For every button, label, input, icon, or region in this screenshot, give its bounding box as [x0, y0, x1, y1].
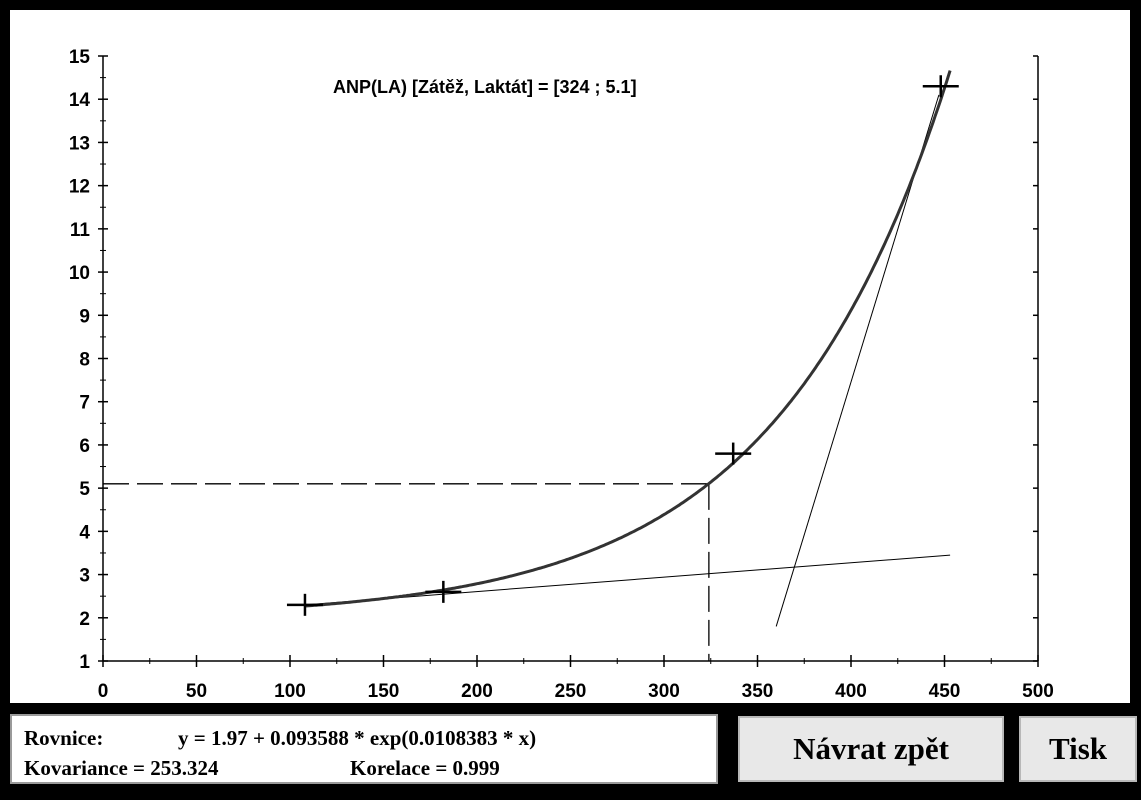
y-tick-label: 3 [79, 566, 90, 587]
x-tick-label: 150 [368, 681, 400, 702]
y-tick-label: 12 [69, 177, 90, 198]
x-tick-label: 450 [929, 681, 961, 702]
y-tick-label: 5 [79, 479, 90, 500]
y-tick-label: 2 [79, 609, 90, 630]
y-tick-label: 15 [69, 47, 91, 68]
equation-text: y = 1.97 + 0.093588 * exp(0.0108383 * x) [178, 726, 537, 750]
print-button[interactable]: Tisk [1019, 716, 1137, 782]
covariance-text: Kovariance = 253.324 [24, 756, 219, 780]
baseline-tangent-line [304, 554, 951, 606]
y-tick-label: 14 [69, 90, 91, 111]
y-tick-label: 1 [79, 652, 90, 673]
x-tick-label: 350 [742, 681, 774, 702]
y-tick-label: 8 [79, 350, 90, 371]
x-tick-label: 200 [461, 681, 493, 702]
data-point [922, 75, 959, 98]
equation-label: Rovnice: [24, 726, 104, 750]
y-tick-label: 10 [69, 263, 90, 284]
x-tick-label: 250 [555, 681, 587, 702]
y-tick-label: 4 [79, 522, 90, 543]
data-point [425, 580, 462, 603]
x-tick-label: 500 [1022, 681, 1054, 702]
y-tick-label: 7 [79, 393, 90, 414]
equation-info-box: Rovnice: y = 1.97 + 0.093588 * exp(0.010… [10, 714, 718, 784]
y-tick-label: 13 [69, 133, 90, 154]
x-tick-label: 300 [648, 681, 680, 702]
threshold-annotation: ANP(LA) [Zátěž, Laktát] = [324 ; 5.1] [333, 77, 637, 97]
x-tick-label: 400 [835, 681, 867, 702]
data-point [715, 442, 752, 465]
y-tick-label: 11 [70, 220, 91, 241]
data-point [286, 593, 323, 616]
correlation-text: Korelace = 0.999 [350, 756, 500, 780]
fit-curve [304, 70, 952, 608]
back-button[interactable]: Návrat zpět [738, 716, 1004, 782]
x-tick-label: 0 [98, 681, 109, 702]
x-tick-label: 100 [274, 681, 306, 702]
x-tick-label: 50 [186, 681, 207, 702]
y-tick-label: 9 [79, 306, 90, 327]
y-tick-label: 6 [79, 436, 90, 457]
chart-panel: 1 2 3 4 5 6 7 8 9 10 11 12 13 14 15 0 50 100 150 200 250 300 3… [10, 10, 1130, 703]
